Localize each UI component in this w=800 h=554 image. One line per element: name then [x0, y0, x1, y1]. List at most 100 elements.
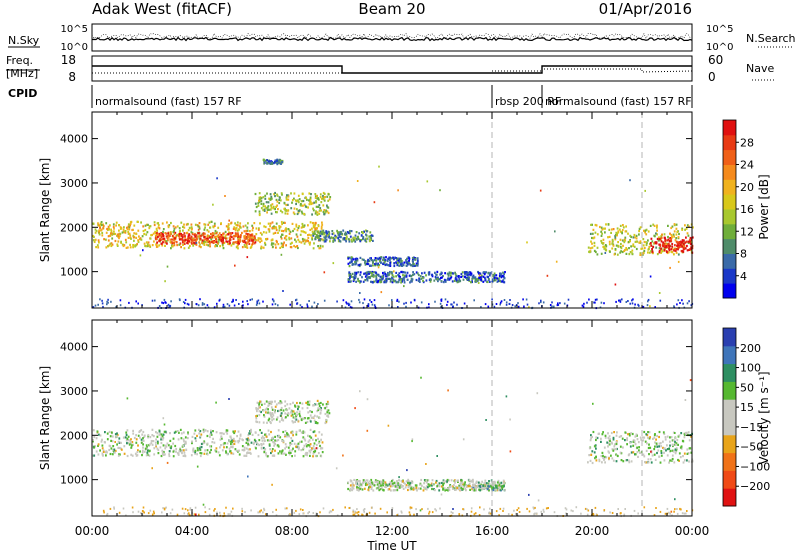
echo-cell: [462, 438, 465, 441]
echo-cell: [405, 259, 407, 262]
echo-cell: [299, 401, 301, 405]
echo-cell: [674, 440, 676, 443]
echo-cell: [186, 231, 189, 234]
colorbar-swatch: [723, 209, 736, 225]
echo-cell: [257, 407, 259, 410]
echo-cell: [319, 247, 322, 250]
echo-cell: [297, 199, 299, 202]
echo-cell: [163, 237, 165, 240]
echo-cell: [314, 454, 317, 458]
echo-cell: [271, 419, 273, 422]
echo-cell: [303, 242, 306, 245]
echo-cell: [111, 243, 114, 246]
echo-cell: [320, 227, 323, 230]
echo-cell: [118, 235, 121, 238]
ground-cell: [515, 512, 517, 515]
echo-cell: [320, 209, 322, 212]
echo-cell: [202, 428, 205, 431]
echo-cell: [163, 239, 166, 242]
echo-cell: [596, 253, 599, 256]
ground-cell: [511, 304, 514, 306]
echo-cell: [391, 277, 393, 280]
echo-cell: [137, 240, 140, 244]
echo-cell: [167, 236, 170, 239]
echo-cell: [355, 271, 358, 275]
echo-cell: [481, 487, 483, 490]
echo-cell: [359, 390, 361, 393]
echo-cell: [129, 246, 132, 249]
echo-cell: [203, 223, 206, 226]
echo-cell: [653, 242, 656, 245]
echo-cell: [663, 233, 666, 236]
echo-cell: [480, 278, 482, 281]
echo-cell: [242, 225, 245, 228]
echo-cell: [413, 273, 416, 276]
echo-cell: [317, 234, 320, 237]
echo-cell: [101, 444, 104, 447]
echo-cell: [366, 273, 369, 276]
echo-cell: [393, 264, 396, 268]
echo-cell: [380, 482, 383, 485]
echo-cell: [423, 271, 426, 274]
ground-cell: [588, 298, 590, 301]
ground-cell: [565, 508, 568, 511]
echo-cell: [325, 234, 328, 237]
echo-cell: [680, 432, 683, 435]
echo-cell: [208, 240, 211, 243]
echo-cell: [183, 223, 185, 226]
ground-cell: [434, 508, 436, 511]
echo-cell: [228, 237, 231, 240]
echo-cell: [248, 236, 250, 239]
ground-cell: [206, 304, 209, 307]
echo-cell: [254, 440, 257, 443]
echo-cell: [190, 454, 193, 457]
echo-cell: [269, 193, 272, 196]
echo-cell: [492, 274, 494, 277]
echo-cell: [211, 441, 214, 444]
echo-cell: [626, 459, 628, 462]
echo-cell: [308, 243, 311, 246]
echo-cell: [96, 430, 99, 433]
echo-cell: [97, 444, 99, 447]
echo-cell: [243, 239, 246, 242]
echo-cell: [393, 262, 396, 265]
echo-cell: [658, 435, 660, 439]
echo-cell: [410, 480, 413, 483]
echo-cell: [302, 417, 305, 420]
echo-cell: [223, 446, 225, 449]
ground-cell: [677, 299, 680, 302]
echo-cell: [360, 484, 363, 487]
echo-cell: [274, 411, 276, 414]
echo-cell: [662, 440, 664, 443]
echo-cell: [163, 453, 165, 456]
echo-cell: [165, 445, 168, 448]
echo-cell: [256, 410, 258, 413]
echo-cell: [364, 483, 367, 487]
echo-cell: [408, 483, 411, 486]
echo-cell: [306, 406, 309, 410]
echo-cell: [127, 223, 130, 226]
ground-cell: [213, 509, 215, 512]
echo-cell: [255, 408, 258, 411]
echo-cell: [288, 449, 291, 452]
echo-cell: [441, 276, 443, 279]
echo-cell: [204, 449, 206, 452]
echo-cell: [317, 225, 320, 228]
echo-cell: [298, 209, 301, 212]
echo-cell: [591, 242, 593, 245]
echo-cell: [337, 231, 339, 234]
echo-cell: [198, 237, 201, 240]
echo-cell: [451, 280, 454, 283]
echo-cell: [416, 259, 419, 262]
echo-cell: [633, 233, 636, 237]
echo-cell: [490, 484, 492, 487]
echo-cell: [647, 431, 649, 434]
echo-cell: [404, 483, 407, 486]
echo-cell: [683, 459, 686, 462]
echo-cell: [95, 230, 98, 233]
echo-cell: [323, 213, 326, 216]
ground-cell: [247, 303, 249, 306]
echo-cell: [247, 448, 250, 451]
echo-cell: [413, 264, 415, 267]
echo-cell: [158, 232, 161, 235]
